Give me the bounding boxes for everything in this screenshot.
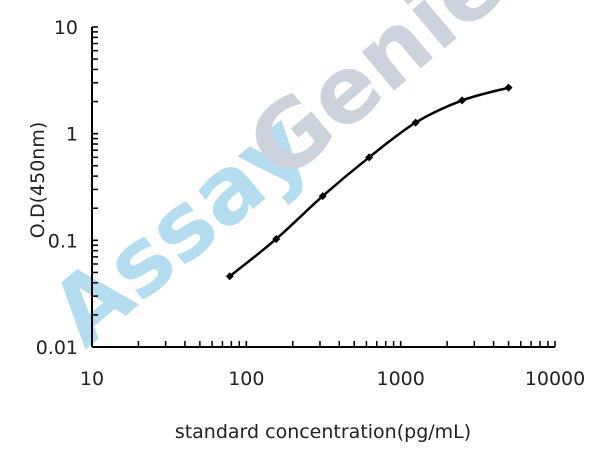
- data-point-marker: [365, 153, 374, 162]
- tick-labels: 10 100 1000 10000 0.01 0.1 1 10: [36, 17, 586, 390]
- data-point-marker: [411, 118, 420, 127]
- y-tick-label: 1: [66, 124, 78, 146]
- x-tick-label: 1000: [376, 368, 424, 390]
- data-point-marker: [504, 83, 513, 92]
- x-axis-title: standard concentration(pg/mL): [175, 421, 471, 443]
- data-point-marker: [458, 96, 467, 105]
- y-tick-label: 0.01: [36, 337, 78, 359]
- data-point-marker: [225, 272, 234, 281]
- axis-ticks: [91, 26, 556, 348]
- x-tick-label: 10000: [525, 368, 585, 390]
- data-point-marker: [318, 192, 327, 201]
- axes: [91, 27, 555, 348]
- y-tick-label: 10: [54, 17, 78, 39]
- data-series: [225, 83, 513, 281]
- y-tick-label: 0.1: [48, 230, 78, 252]
- watermark-genie: Genie: [228, 0, 525, 201]
- x-tick-label: 10: [80, 368, 104, 390]
- watermark: Assay Genie: [30, 0, 524, 367]
- x-tick-label: 100: [228, 368, 264, 390]
- y-axis-title: O.D(450nm): [27, 122, 49, 239]
- data-point-marker: [272, 234, 281, 243]
